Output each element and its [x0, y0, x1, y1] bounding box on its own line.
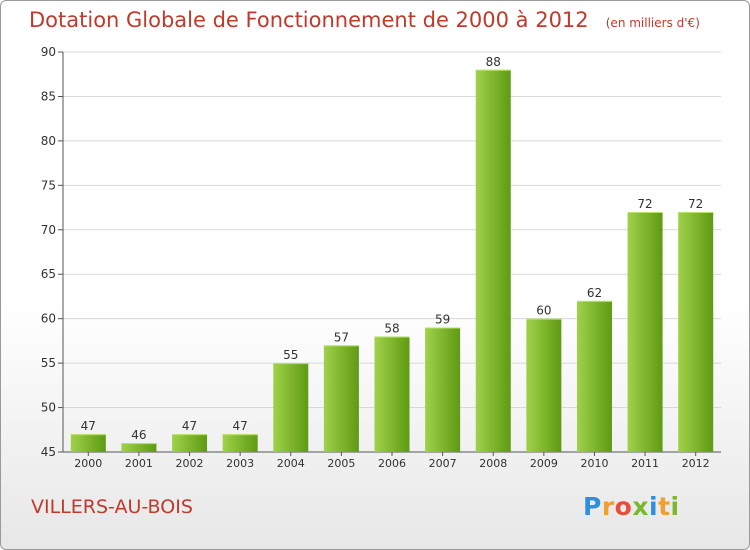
x-tick-label: 2005	[327, 457, 355, 470]
bar-2008	[475, 69, 511, 453]
chart-title: Dotation Globale de Fonctionnement de 20…	[29, 8, 589, 32]
value-label: 57	[334, 330, 349, 344]
y-tick-label: 60	[41, 312, 56, 326]
value-label: 55	[283, 348, 298, 362]
bar-2012	[678, 212, 714, 452]
x-tick-label: 2008	[479, 457, 507, 470]
x-tick-label: 2004	[277, 457, 305, 470]
bar-2005	[323, 345, 359, 452]
value-label: 88	[486, 55, 501, 69]
value-label: 47	[81, 419, 96, 433]
x-tick-label: 2009	[530, 457, 558, 470]
value-label: 46	[131, 428, 146, 442]
y-tick-label: 65	[41, 267, 56, 281]
logo-letter: x	[632, 492, 649, 521]
value-label: 72	[688, 197, 703, 211]
x-tick-label: 2007	[429, 457, 457, 470]
x-tick-label: 2010	[580, 457, 608, 470]
chart-unit: (en milliers d'€)	[605, 16, 700, 30]
x-tick-label: 2012	[682, 457, 710, 470]
logo-letter: o	[614, 492, 633, 521]
proxiti-logo: Proxiti	[583, 492, 680, 521]
x-tick-label: 2001	[125, 457, 153, 470]
x-tick-label: 2002	[176, 457, 204, 470]
logo-letter: P	[583, 492, 602, 521]
bar-2002	[172, 434, 208, 452]
value-label: 47	[233, 419, 248, 433]
value-label: 62	[587, 286, 602, 300]
bar-2007	[425, 327, 461, 452]
bar-2009	[526, 318, 562, 452]
bar-2001	[121, 443, 157, 452]
x-tick-label: 2003	[226, 457, 254, 470]
value-label: 58	[384, 321, 399, 335]
logo-letter: t	[658, 492, 671, 521]
x-tick-label: 2000	[74, 457, 102, 470]
value-label: 59	[435, 313, 450, 327]
value-label: 47	[182, 419, 197, 433]
y-tick-label: 45	[41, 445, 56, 459]
logo-letter: i	[649, 492, 659, 521]
y-tick-label: 70	[41, 223, 56, 237]
x-tick-label: 2011	[631, 457, 659, 470]
y-tick-label: 90	[41, 45, 56, 59]
y-tick-label: 50	[41, 401, 56, 415]
bar-2010	[576, 300, 612, 452]
bar-2003	[222, 434, 258, 452]
bar-2004	[273, 363, 309, 452]
value-label: 60	[536, 304, 551, 318]
y-tick-label: 80	[41, 134, 56, 148]
value-labels: 47 46 47 47 55 57 58 59 88 60 62 72 72	[81, 55, 704, 442]
y-tick-label: 85	[41, 89, 56, 103]
tick-labels: 45 50 55 60 65 70 75 80 85 90 2000 2001 2002 2003 2004…	[41, 45, 710, 470]
y-tick-label: 75	[41, 178, 56, 192]
bar-2006	[374, 336, 410, 452]
bar-2000	[70, 434, 106, 452]
commune-name: VILLERS-AU-BOIS	[31, 496, 193, 518]
y-tick-label: 55	[41, 356, 56, 370]
chart-title-block: Dotation Globale de Fonctionnement de 20…	[29, 8, 700, 32]
value-label: 72	[637, 197, 652, 211]
x-tick-label: 2006	[378, 457, 406, 470]
logo-letter: r	[601, 492, 615, 521]
bar-2011	[627, 212, 663, 452]
logo-letter: i	[670, 492, 680, 521]
bars	[70, 69, 714, 453]
